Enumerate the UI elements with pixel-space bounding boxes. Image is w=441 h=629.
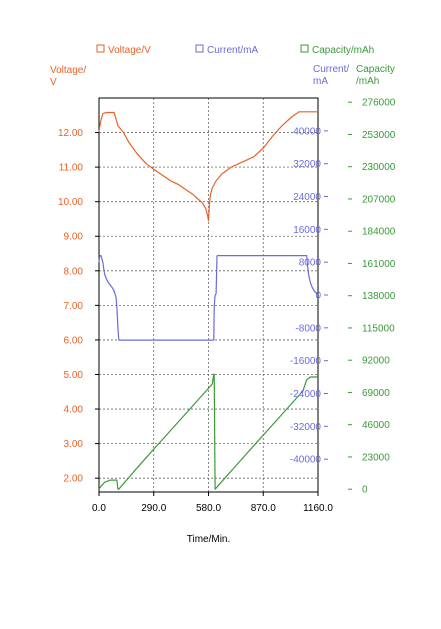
voltage-tick-label-10: 12.00: [58, 128, 83, 139]
voltage-tick-label-7: 9.00: [64, 232, 84, 243]
legend-label-2: Capacity/mAh: [312, 45, 374, 56]
current-axis-title-1: mA: [313, 76, 328, 87]
series-line-current: [98, 255, 319, 341]
x-tick-label-1: 290.0: [141, 503, 166, 514]
series-line-capacity: [98, 373, 318, 490]
x-tick-label-2: 580.0: [196, 503, 221, 514]
voltage-tick-label-6: 8.00: [64, 266, 84, 277]
capacity-tick-label-12: 276000: [362, 98, 396, 109]
capacity-tick-label-4: 92000: [362, 356, 390, 367]
voltage-tick-label-8: 10.00: [58, 197, 83, 208]
voltage-tick-label-3: 5.00: [64, 370, 84, 381]
voltage-tick-label-5: 7.00: [64, 301, 84, 312]
capacity-axis-title-0: Capacity: [356, 64, 395, 75]
series-line-voltage: [98, 111, 318, 222]
capacity-tick-label-1: 23000: [362, 452, 390, 463]
capacity-axis-title-1: /mAh: [356, 76, 379, 87]
current-tick-label-4: -8000: [295, 323, 321, 334]
current-tick-label-7: 16000: [293, 225, 321, 236]
current-tick-label-5: 0: [315, 291, 321, 302]
current-tick-label-8: 24000: [293, 192, 321, 203]
legend-swatch-0: [96, 44, 105, 53]
capacity-tick-label-8: 184000: [362, 227, 396, 238]
current-tick-label-9: 32000: [293, 159, 321, 170]
current-tick-label-3: -16000: [290, 356, 322, 367]
series-layer: [98, 111, 319, 490]
legend-label-1: Current/mA: [207, 45, 258, 56]
legend-label-0: Voltage/V: [108, 45, 151, 56]
capacity-tick-label-2: 46000: [362, 420, 390, 431]
legend-swatch-2: [300, 44, 309, 53]
voltage-tick-label-0: 2.00: [64, 474, 84, 485]
x-tick-label-3: 870.0: [251, 503, 276, 514]
voltage-tick-label-2: 4.00: [64, 405, 84, 416]
voltage-axis-title-0: Voltage/: [50, 65, 86, 76]
legend: Voltage/V Current/mA Capacity/mAh: [96, 44, 374, 56]
current-tick-label-10: 40000: [293, 126, 321, 137]
capacity-tick-label-5: 115000: [362, 323, 395, 334]
capacity-tick-label-7: 161000: [362, 259, 396, 270]
current-tick-label-2: -24000: [290, 389, 322, 400]
capacity-tick-label-11: 253000: [362, 130, 396, 141]
capacity-tick-label-10: 230000: [362, 162, 396, 173]
current-tick-label-1: -32000: [290, 422, 322, 433]
axes-layer: 0.0 290.0 580.0 870.0 1160.0 Time/Min. 2.00 3.0…: [50, 64, 396, 545]
capacity-tick-label-6: 138000: [362, 291, 396, 302]
current-tick-label-6: 8000: [299, 258, 322, 269]
voltage-axis-title-1: V: [50, 77, 57, 88]
grid: [99, 98, 318, 492]
voltage-tick-label-1: 3.00: [64, 439, 84, 450]
x-tick-label-4: 1160.0: [303, 503, 333, 514]
capacity-tick-label-3: 69000: [362, 388, 390, 399]
voltage-tick-label-9: 11.00: [59, 163, 84, 174]
x-axis-title: Time/Min.: [187, 534, 231, 545]
current-axis-title-0: Current/: [313, 64, 349, 75]
capacity-tick-label-0: 0: [362, 485, 368, 496]
current-tick-label-0: -40000: [290, 455, 322, 466]
capacity-tick-label-9: 207000: [362, 194, 396, 205]
x-tick-label-0: 0.0: [92, 503, 106, 514]
legend-swatch-1: [195, 44, 204, 53]
voltage-tick-label-4: 6.00: [64, 335, 84, 346]
